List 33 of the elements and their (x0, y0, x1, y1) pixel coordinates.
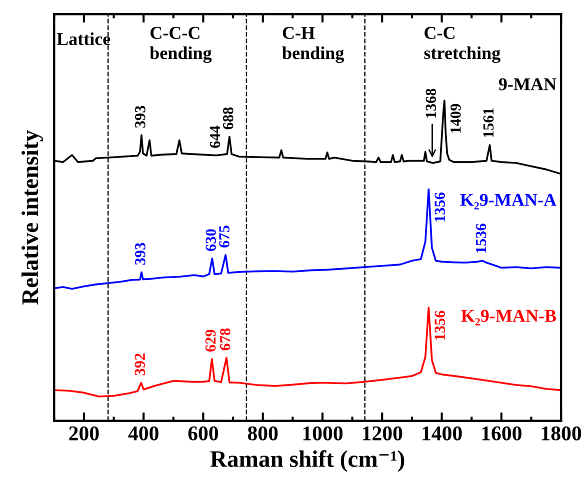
x-tick-label: 800 (248, 426, 278, 440)
series-label: K₂9-MAN-B (461, 310, 556, 326)
annotation: 630 (206, 229, 216, 252)
x-tick-label: 1000 (303, 426, 343, 440)
annotation: 393 (135, 106, 146, 128)
text: C-C-C bending (150, 26, 212, 63)
annotation: 392 (134, 354, 146, 376)
x-tick-label: 1200 (362, 426, 402, 440)
annotation: 1356 (434, 310, 445, 340)
text: C-C stretching (424, 26, 500, 63)
annotation: 675 (219, 226, 230, 248)
annotation: 678 (220, 328, 230, 350)
annotation: 1356 (434, 192, 445, 222)
text: Lattice (56, 32, 110, 46)
series-label: K₂9-MAN-A (460, 194, 556, 210)
y-axis-title: Relative intensity (22, 130, 44, 305)
annotation: 393 (135, 242, 146, 265)
annotation: 629 (205, 330, 216, 352)
annotation: 644 (210, 126, 220, 148)
annotation: 1536 (476, 224, 486, 253)
annotation: 1561 (483, 108, 494, 137)
text: 9-MAN (498, 78, 556, 90)
x-tick-label: 400 (128, 426, 158, 440)
x-tick-label: 1400 (422, 426, 462, 440)
annotation: 1368 (426, 88, 436, 118)
x-tick-label: 1800 (542, 426, 582, 440)
x-tick-label: 1600 (482, 426, 522, 440)
annotation: 1409 (450, 104, 461, 133)
annotation: 688 (222, 107, 234, 130)
x-axis-title: Raman shift (cm⁻¹) (210, 450, 404, 472)
x-tick-label: 200 (69, 426, 99, 440)
x-tick-label: 600 (188, 426, 218, 440)
text: C-H bending (282, 26, 344, 63)
